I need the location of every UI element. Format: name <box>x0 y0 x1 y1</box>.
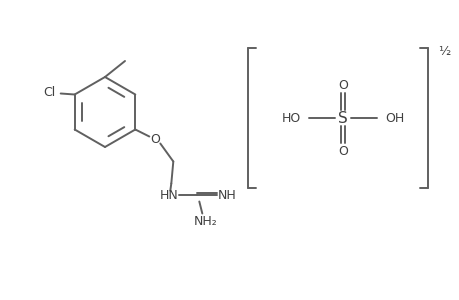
Text: ½: ½ <box>437 46 449 59</box>
Text: OH: OH <box>385 112 404 124</box>
Text: HO: HO <box>281 112 300 124</box>
Text: O: O <box>150 133 160 146</box>
Text: O: O <box>337 145 347 158</box>
Text: S: S <box>337 110 347 125</box>
Text: O: O <box>337 79 347 92</box>
Text: Cl: Cl <box>44 86 56 99</box>
Text: NH₂: NH₂ <box>193 215 217 228</box>
Text: NH: NH <box>218 189 236 202</box>
Text: HN: HN <box>160 189 178 202</box>
